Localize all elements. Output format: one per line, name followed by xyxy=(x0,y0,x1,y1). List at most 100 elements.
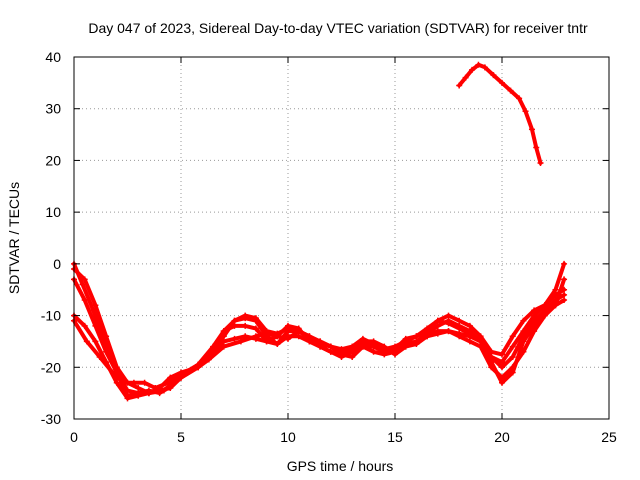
data-point-sat-f xyxy=(469,66,476,73)
data-point-sat-b xyxy=(509,353,516,360)
data-point-sat-e xyxy=(220,328,227,335)
data-point-sat-e xyxy=(499,379,505,386)
data-point-sat-e xyxy=(317,343,324,350)
data-point-sat-f xyxy=(537,160,544,167)
data-point-sat-c xyxy=(445,328,452,335)
y-tick-label: -10 xyxy=(41,308,61,324)
data-point-sat-d xyxy=(83,338,90,345)
data-point-sat-d xyxy=(445,312,452,319)
data-point-sat-e xyxy=(252,325,259,332)
data-point-sat-e xyxy=(552,297,559,304)
data-point-sat-e xyxy=(561,291,568,298)
y-tick-label: 0 xyxy=(53,256,61,272)
data-point-sat-d xyxy=(520,317,527,324)
series-line-sat-f xyxy=(457,62,543,165)
x-tick-label: 15 xyxy=(387,429,403,445)
data-point-sat-e xyxy=(124,379,131,386)
data-point-sat-c xyxy=(113,379,120,386)
data-point-sat-c xyxy=(552,302,559,309)
data-point-sat-e xyxy=(338,351,345,358)
data-point-sat-c xyxy=(561,297,568,304)
data-point-sat-e xyxy=(359,341,366,348)
data-point-sat-a xyxy=(434,322,441,329)
data-point-sat-e xyxy=(145,390,152,397)
chart-title: Day 047 of 2023, Sidereal Day-to-day VTE… xyxy=(88,20,588,36)
data-series-group xyxy=(71,61,568,402)
series-line-sat-e xyxy=(72,267,567,396)
data-point-sat-b xyxy=(220,343,227,350)
data-point-sat-e xyxy=(541,307,548,314)
data-point-sat-c xyxy=(413,338,420,345)
data-point-sat-c xyxy=(466,338,473,345)
data-point-sat-f xyxy=(490,72,497,79)
data-point-sat-d xyxy=(488,348,495,355)
data-point-sat-f xyxy=(462,74,469,81)
data-point-sat-d xyxy=(466,322,473,329)
data-point-sat-b xyxy=(81,297,88,304)
data-point-sat-c xyxy=(370,348,377,355)
data-point-sat-d xyxy=(541,302,548,309)
data-point-sat-f xyxy=(456,82,463,89)
data-point-sat-e xyxy=(413,333,420,340)
data-point-sat-e xyxy=(370,343,377,350)
data-point-sat-b xyxy=(349,353,356,360)
data-point-sat-f xyxy=(475,61,482,68)
data-point-sat-f xyxy=(516,95,523,102)
data-point-sat-d xyxy=(561,286,568,293)
data-point-sat-f xyxy=(507,87,514,94)
axis-ticks: 0 5 10 15 20 25 -30 -20 -10 0 10 20 30 40 xyxy=(41,49,617,445)
data-point-sat-e xyxy=(306,338,313,345)
y-tick-label: -20 xyxy=(41,359,61,375)
data-point-sat-d xyxy=(231,317,238,324)
data-point-sat-e xyxy=(327,348,334,355)
data-point-sat-e xyxy=(156,387,163,394)
data-point-sat-d xyxy=(317,338,324,345)
x-tick-label: 25 xyxy=(601,429,617,445)
data-point-sat-e xyxy=(349,346,356,353)
data-point-sat-f xyxy=(481,64,488,71)
data-point-sat-c xyxy=(424,333,431,340)
data-point-sat-e xyxy=(231,322,238,329)
data-point-sat-d xyxy=(359,335,366,342)
data-point-sat-b xyxy=(92,322,99,329)
data-point-sat-f xyxy=(522,108,529,115)
data-point-sat-e xyxy=(295,325,302,332)
data-point-sat-e xyxy=(92,302,99,309)
x-tick-label: 10 xyxy=(280,429,296,445)
y-tick-label: -30 xyxy=(41,411,61,427)
data-point-sat-d xyxy=(499,351,505,358)
data-point-sat-e xyxy=(520,338,527,345)
data-point-sat-f xyxy=(528,126,535,133)
data-point-sat-e xyxy=(509,369,516,376)
data-point-sat-c xyxy=(231,335,238,342)
data-point-sat-d xyxy=(456,317,463,324)
data-point-sat-c xyxy=(124,395,131,402)
data-point-sat-c xyxy=(92,338,99,345)
data-point-sat-d xyxy=(327,343,334,350)
data-point-sat-f xyxy=(533,144,540,151)
data-point-sat-d xyxy=(338,346,345,353)
data-point-sat-e xyxy=(392,346,398,353)
data-point-sat-a xyxy=(552,286,559,293)
y-tick-label: 40 xyxy=(45,49,61,65)
data-point-sat-c xyxy=(220,338,227,345)
data-point-sat-b xyxy=(237,338,244,345)
data-point-sat-d xyxy=(242,312,249,319)
data-point-sat-d xyxy=(509,333,516,340)
data-point-sat-e xyxy=(531,322,538,329)
data-point-sat-c xyxy=(434,328,441,335)
data-point-sat-c xyxy=(295,333,302,340)
x-tick-label: 0 xyxy=(70,429,78,445)
data-point-sat-e xyxy=(135,384,142,391)
data-point-sat-c xyxy=(242,333,249,340)
data-point-sat-e xyxy=(263,338,270,345)
data-point-sat-d xyxy=(477,333,484,340)
data-point-sat-d xyxy=(252,315,259,322)
data-point-sat-c xyxy=(285,333,291,340)
y-axis-label: SDTVAR / TECUs xyxy=(6,182,22,294)
plot-frame xyxy=(73,56,610,420)
data-point-sat-d xyxy=(141,379,148,386)
data-point-sat-e xyxy=(195,361,202,368)
data-point-sat-e xyxy=(178,374,184,381)
